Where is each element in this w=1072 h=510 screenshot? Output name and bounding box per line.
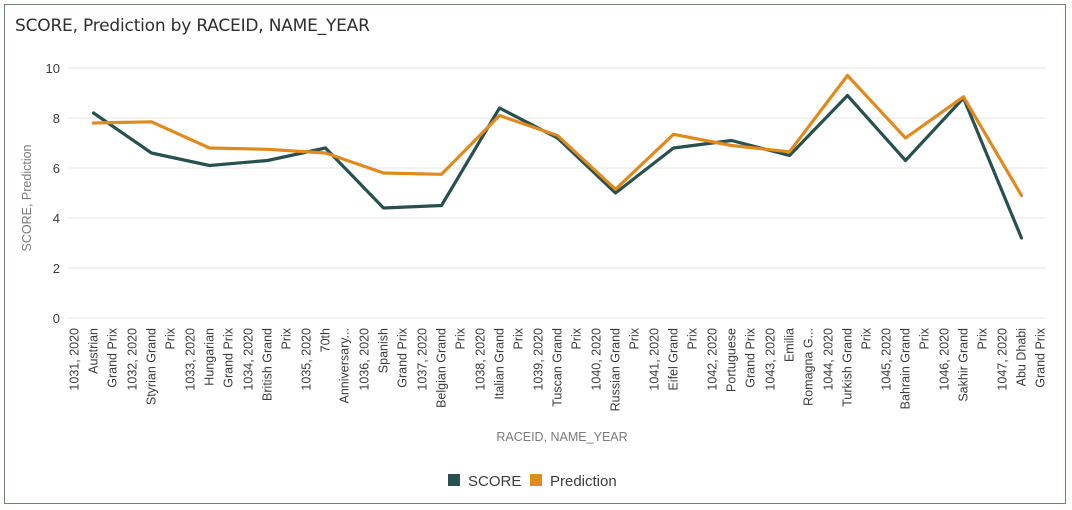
chart-frame (4, 4, 1066, 504)
y-tick-label: 8 (53, 111, 60, 126)
x-tick-label: 1033, 2020 (184, 328, 198, 391)
series-line-score (91, 93, 1024, 240)
legend-swatch-score (448, 474, 460, 486)
x-tick-label: 1032, 2020 (126, 328, 140, 391)
x-tick-label: Abu Dhabi (1015, 328, 1029, 386)
x-tick-label: Grand Prix (222, 327, 236, 387)
x-tick-label: Austrian (87, 328, 101, 374)
x-tick-label: Romagna G... (802, 328, 816, 406)
x-tick-label: Hungarian (203, 328, 217, 386)
legend-label-prediction: Prediction (550, 473, 617, 490)
x-tick-label: Prix (860, 327, 874, 349)
x-tick-label: 1031, 2020 (68, 328, 82, 391)
x-tick-label: 1043, 2020 (764, 328, 778, 391)
x-tick-label: Grand Prix (1034, 327, 1048, 387)
x-tick-label: Italian Grand (493, 328, 507, 400)
x-tick-label: Belgian Grand (435, 328, 449, 408)
x-tick-label: Tuscan Grand (551, 328, 565, 407)
legend: SCORE Prediction (448, 473, 617, 490)
x-tick-label: 1046, 2020 (938, 328, 952, 391)
x-tick-label: 1039, 2020 (532, 328, 546, 391)
x-tick-label: Anniversary... (338, 328, 352, 404)
x-tick-label: Russian Grand (609, 328, 623, 411)
x-tick-label: Grand Prix (106, 327, 120, 387)
series-lines (91, 73, 1024, 240)
x-tick-label: Eifel Grand (667, 328, 681, 391)
x-tick-label: Portuguese (725, 328, 739, 392)
x-tick-label: Styrian Grand (145, 328, 159, 405)
y-tick-label: 0 (53, 311, 60, 326)
x-tick-label: 1040, 2020 (590, 328, 604, 391)
x-axis-title: RACEID, NAME_YEAR (496, 430, 627, 444)
grid-lines (68, 67, 1046, 319)
x-tick-label: 1035, 2020 (300, 328, 314, 391)
x-tick-label: 1036, 2020 (358, 328, 372, 391)
x-tick-label: Prix (164, 327, 178, 349)
x-tick-label: 1037, 2020 (416, 328, 430, 391)
x-tick-label: Turkish Grand (841, 328, 855, 407)
x-tick-label: 1044, 2020 (822, 328, 836, 391)
x-tick-label: Prix (280, 327, 294, 349)
legend-swatch-prediction (530, 474, 542, 486)
x-tick-label: Prix (512, 327, 526, 349)
y-tick-label: 2 (53, 261, 60, 276)
legend-label-score: SCORE (468, 473, 521, 490)
x-tick-label: Sakhir Grand (957, 328, 971, 402)
y-tick-labels: 0 2 4 6 8 10 (46, 61, 60, 326)
x-tick-label: Prix (628, 327, 642, 349)
x-tick-label: 1041, 2020 (648, 328, 662, 391)
x-tick-label: Prix (454, 327, 468, 349)
chart-title: SCORE, Prediction by RACEID, NAME_YEAR (15, 16, 370, 36)
x-tick-label: Bahrain Grand (899, 328, 913, 409)
x-tick-label: Emilia (783, 328, 797, 362)
series-line-prediction (91, 73, 1024, 198)
x-tick-label: Spanish (377, 328, 391, 373)
y-tick-label: 4 (53, 211, 60, 226)
x-tick-labels: 1031, 2020 Austrian Grand Prix 1032, 2020 St… (68, 327, 1048, 411)
x-tick-label: 70th (319, 328, 333, 352)
x-tick-label: 1042, 2020 (706, 328, 720, 391)
y-axis-title: SCORE, Prediction (20, 144, 34, 251)
x-tick-label: Grand Prix (396, 327, 410, 387)
x-tick-label: Prix (570, 327, 584, 349)
y-tick-label: 10 (46, 61, 60, 76)
x-tick-label: Prix (918, 327, 932, 349)
x-tick-label: British Grand (261, 328, 275, 401)
x-tick-label: 1047, 2020 (996, 328, 1010, 391)
y-tick-label: 6 (53, 161, 60, 176)
x-tick-label: Prix (976, 327, 990, 349)
x-tick-label: Grand Prix (744, 327, 758, 387)
x-tick-label: 1038, 2020 (474, 328, 488, 391)
x-tick-label: Prix (686, 327, 700, 349)
x-tick-label: 1045, 2020 (880, 328, 894, 391)
x-tick-label: 1034, 2020 (242, 328, 256, 391)
